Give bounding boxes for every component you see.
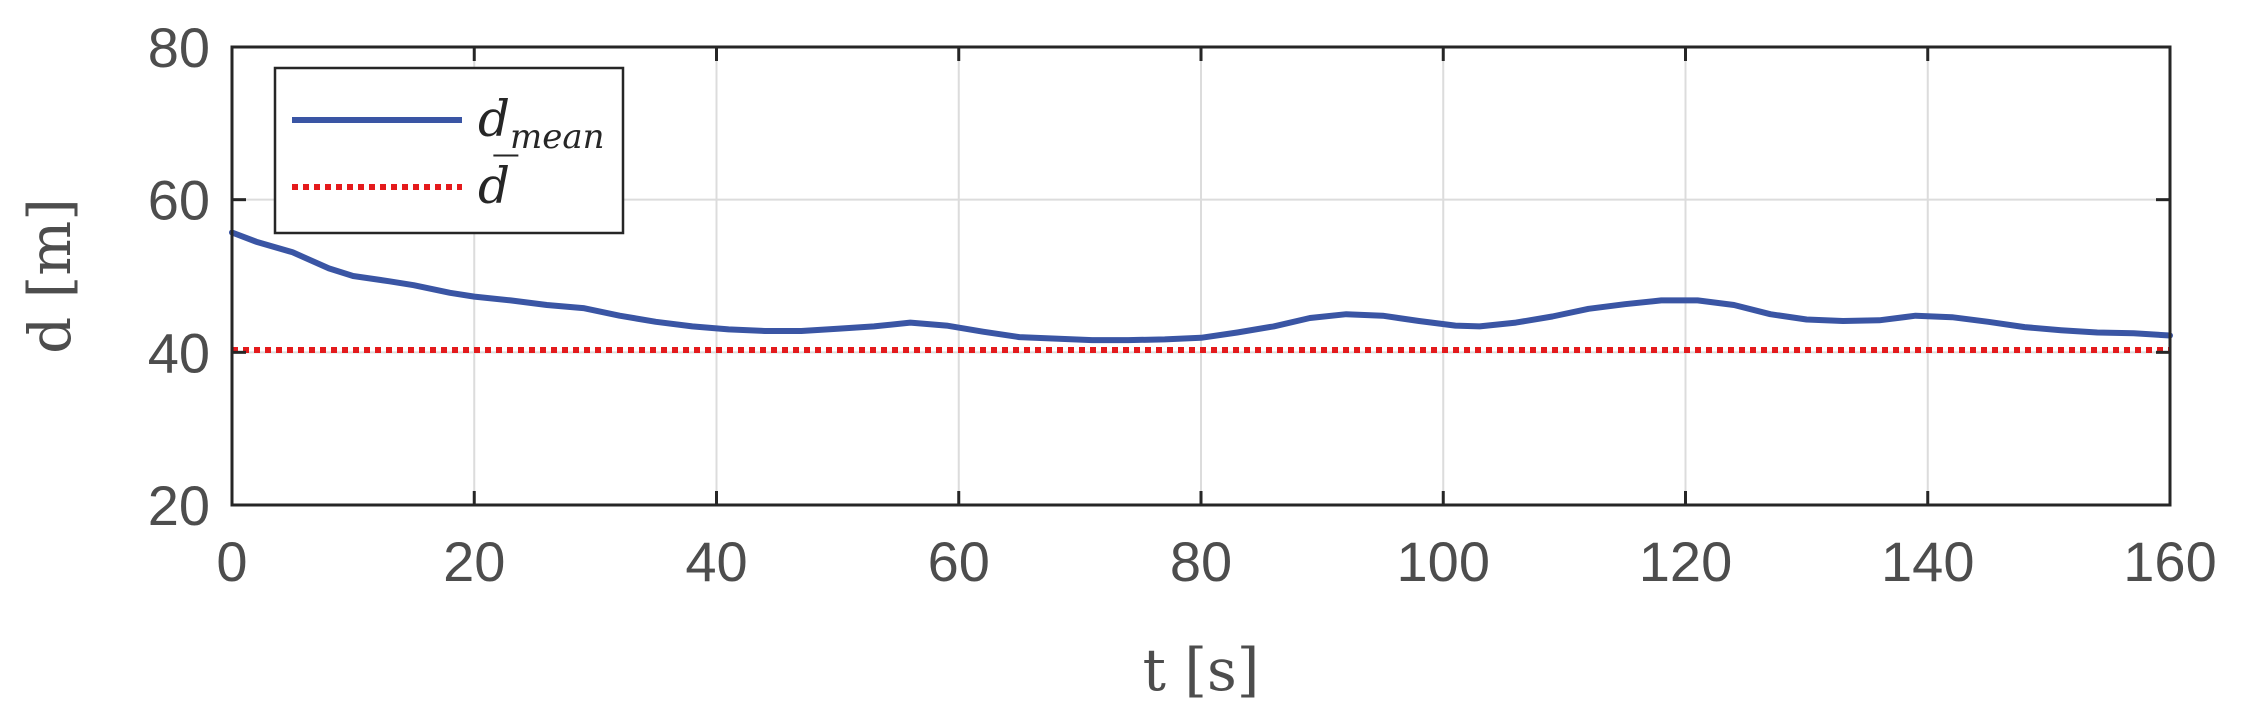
- x-tick-label: 40: [685, 530, 747, 593]
- series-layer: [229, 229, 2173, 353]
- x-tick-label: 100: [1397, 530, 1490, 593]
- x-tick-label: 120: [1639, 530, 1732, 593]
- x-tick-label: 160: [2123, 530, 2216, 593]
- y-tick-label: 80: [148, 16, 210, 79]
- legend-label-d-mean-main: d: [478, 90, 510, 148]
- y-tick-label: 20: [148, 474, 210, 537]
- x-tick-label: 0: [216, 530, 247, 593]
- x-tick-label: 20: [443, 530, 505, 593]
- y-tick-label: 40: [148, 321, 210, 384]
- x-axis-title: t [s]: [1143, 636, 1260, 704]
- x-tick-label: 140: [1881, 530, 1974, 593]
- legend-box: [273, 66, 625, 235]
- x-tick-label: 80: [1170, 530, 1232, 593]
- y-axis-title: d [m]: [16, 198, 84, 354]
- legend-label-d-mean-sub: mean: [510, 117, 605, 157]
- legend-label-d-mean: dmean: [478, 90, 605, 157]
- legend: dmean d̅: [273, 66, 625, 235]
- x-tick-label: 60: [928, 530, 990, 593]
- series-line-d-mean: [229, 229, 2173, 344]
- y-tick-label: 60: [148, 169, 210, 232]
